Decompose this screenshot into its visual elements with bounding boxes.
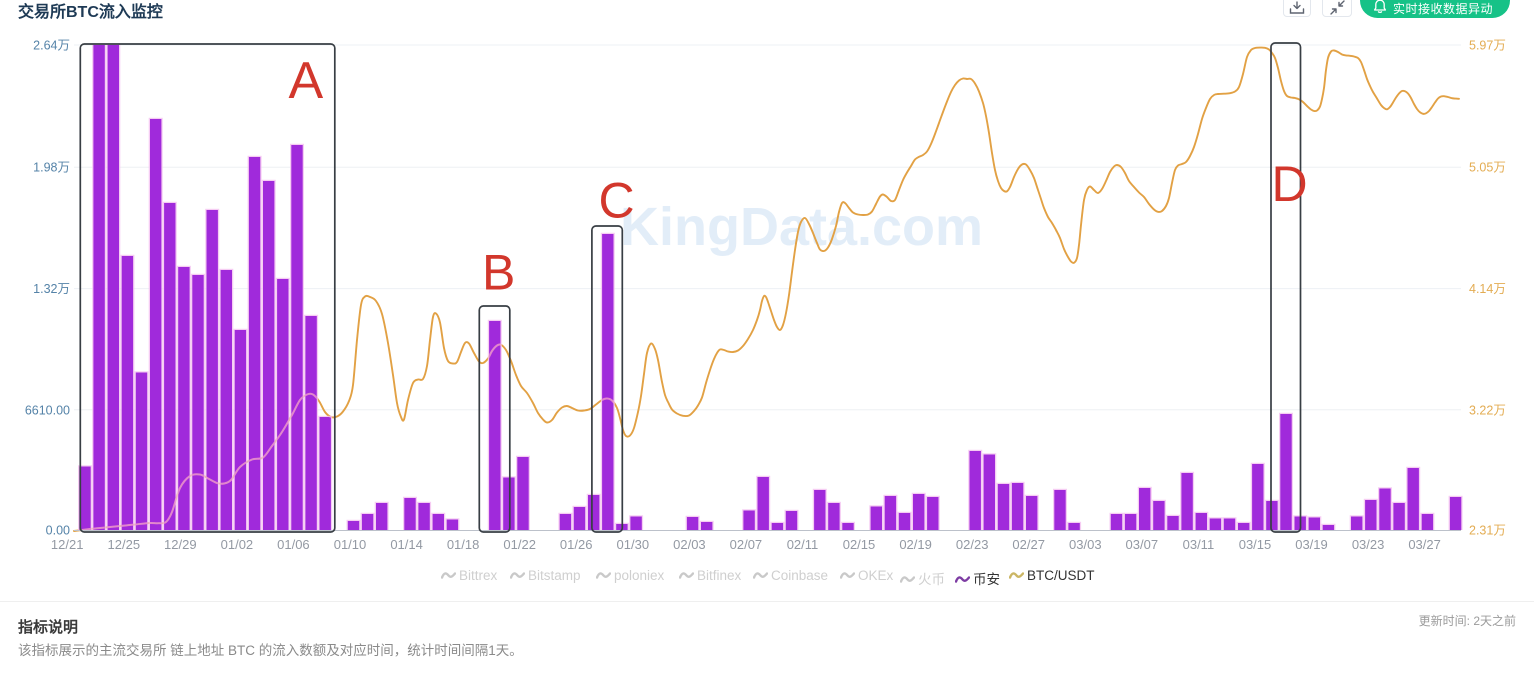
svg-text:01/06: 01/06 [277, 537, 310, 552]
svg-text:01/02: 01/02 [221, 537, 254, 552]
svg-text:2.31万: 2.31万 [1469, 524, 1506, 538]
svg-text:01/30: 01/30 [617, 537, 650, 552]
svg-text:1.98万: 1.98万 [33, 161, 70, 175]
svg-text:03/27: 03/27 [1408, 537, 1441, 552]
svg-text:01/22: 01/22 [503, 537, 536, 552]
svg-text:5.97万: 5.97万 [1469, 39, 1506, 53]
svg-text:03/03: 03/03 [1069, 537, 1102, 552]
svg-text:02/07: 02/07 [730, 537, 763, 552]
svg-text:03/23: 03/23 [1352, 537, 1385, 552]
svg-text:4.14万: 4.14万 [1469, 282, 1506, 296]
svg-text:1.32万: 1.32万 [33, 282, 70, 296]
svg-text:12/21: 12/21 [51, 537, 84, 552]
svg-text:6610.00: 6610.00 [25, 403, 70, 417]
svg-text:B: B [482, 245, 515, 301]
svg-text:03/07: 03/07 [1126, 537, 1159, 552]
svg-text:02/19: 02/19 [899, 537, 932, 552]
svg-text:A: A [289, 52, 324, 110]
svg-text:5.05万: 5.05万 [1469, 161, 1506, 175]
svg-text:01/26: 01/26 [560, 537, 593, 552]
svg-text:3.22万: 3.22万 [1469, 403, 1506, 417]
svg-text:03/11: 03/11 [1183, 537, 1215, 552]
svg-text:02/11: 02/11 [787, 537, 819, 552]
svg-text:D: D [1272, 156, 1308, 212]
svg-text:12/25: 12/25 [108, 537, 141, 552]
svg-text:KingData.com: KingData.com [620, 197, 983, 257]
svg-text:03/15: 03/15 [1239, 537, 1272, 552]
svg-text:0.00: 0.00 [46, 524, 70, 538]
svg-text:03/19: 03/19 [1295, 537, 1328, 552]
svg-text:02/03: 02/03 [673, 537, 706, 552]
svg-text:02/27: 02/27 [1012, 537, 1045, 552]
svg-text:C: C [599, 173, 635, 229]
svg-text:02/15: 02/15 [843, 537, 876, 552]
svg-text:02/23: 02/23 [956, 537, 989, 552]
svg-text:01/14: 01/14 [390, 537, 423, 552]
svg-text:2.64万: 2.64万 [33, 39, 70, 53]
svg-text:01/10: 01/10 [334, 537, 367, 552]
svg-text:01/18: 01/18 [447, 537, 480, 552]
svg-text:12/29: 12/29 [164, 537, 197, 552]
